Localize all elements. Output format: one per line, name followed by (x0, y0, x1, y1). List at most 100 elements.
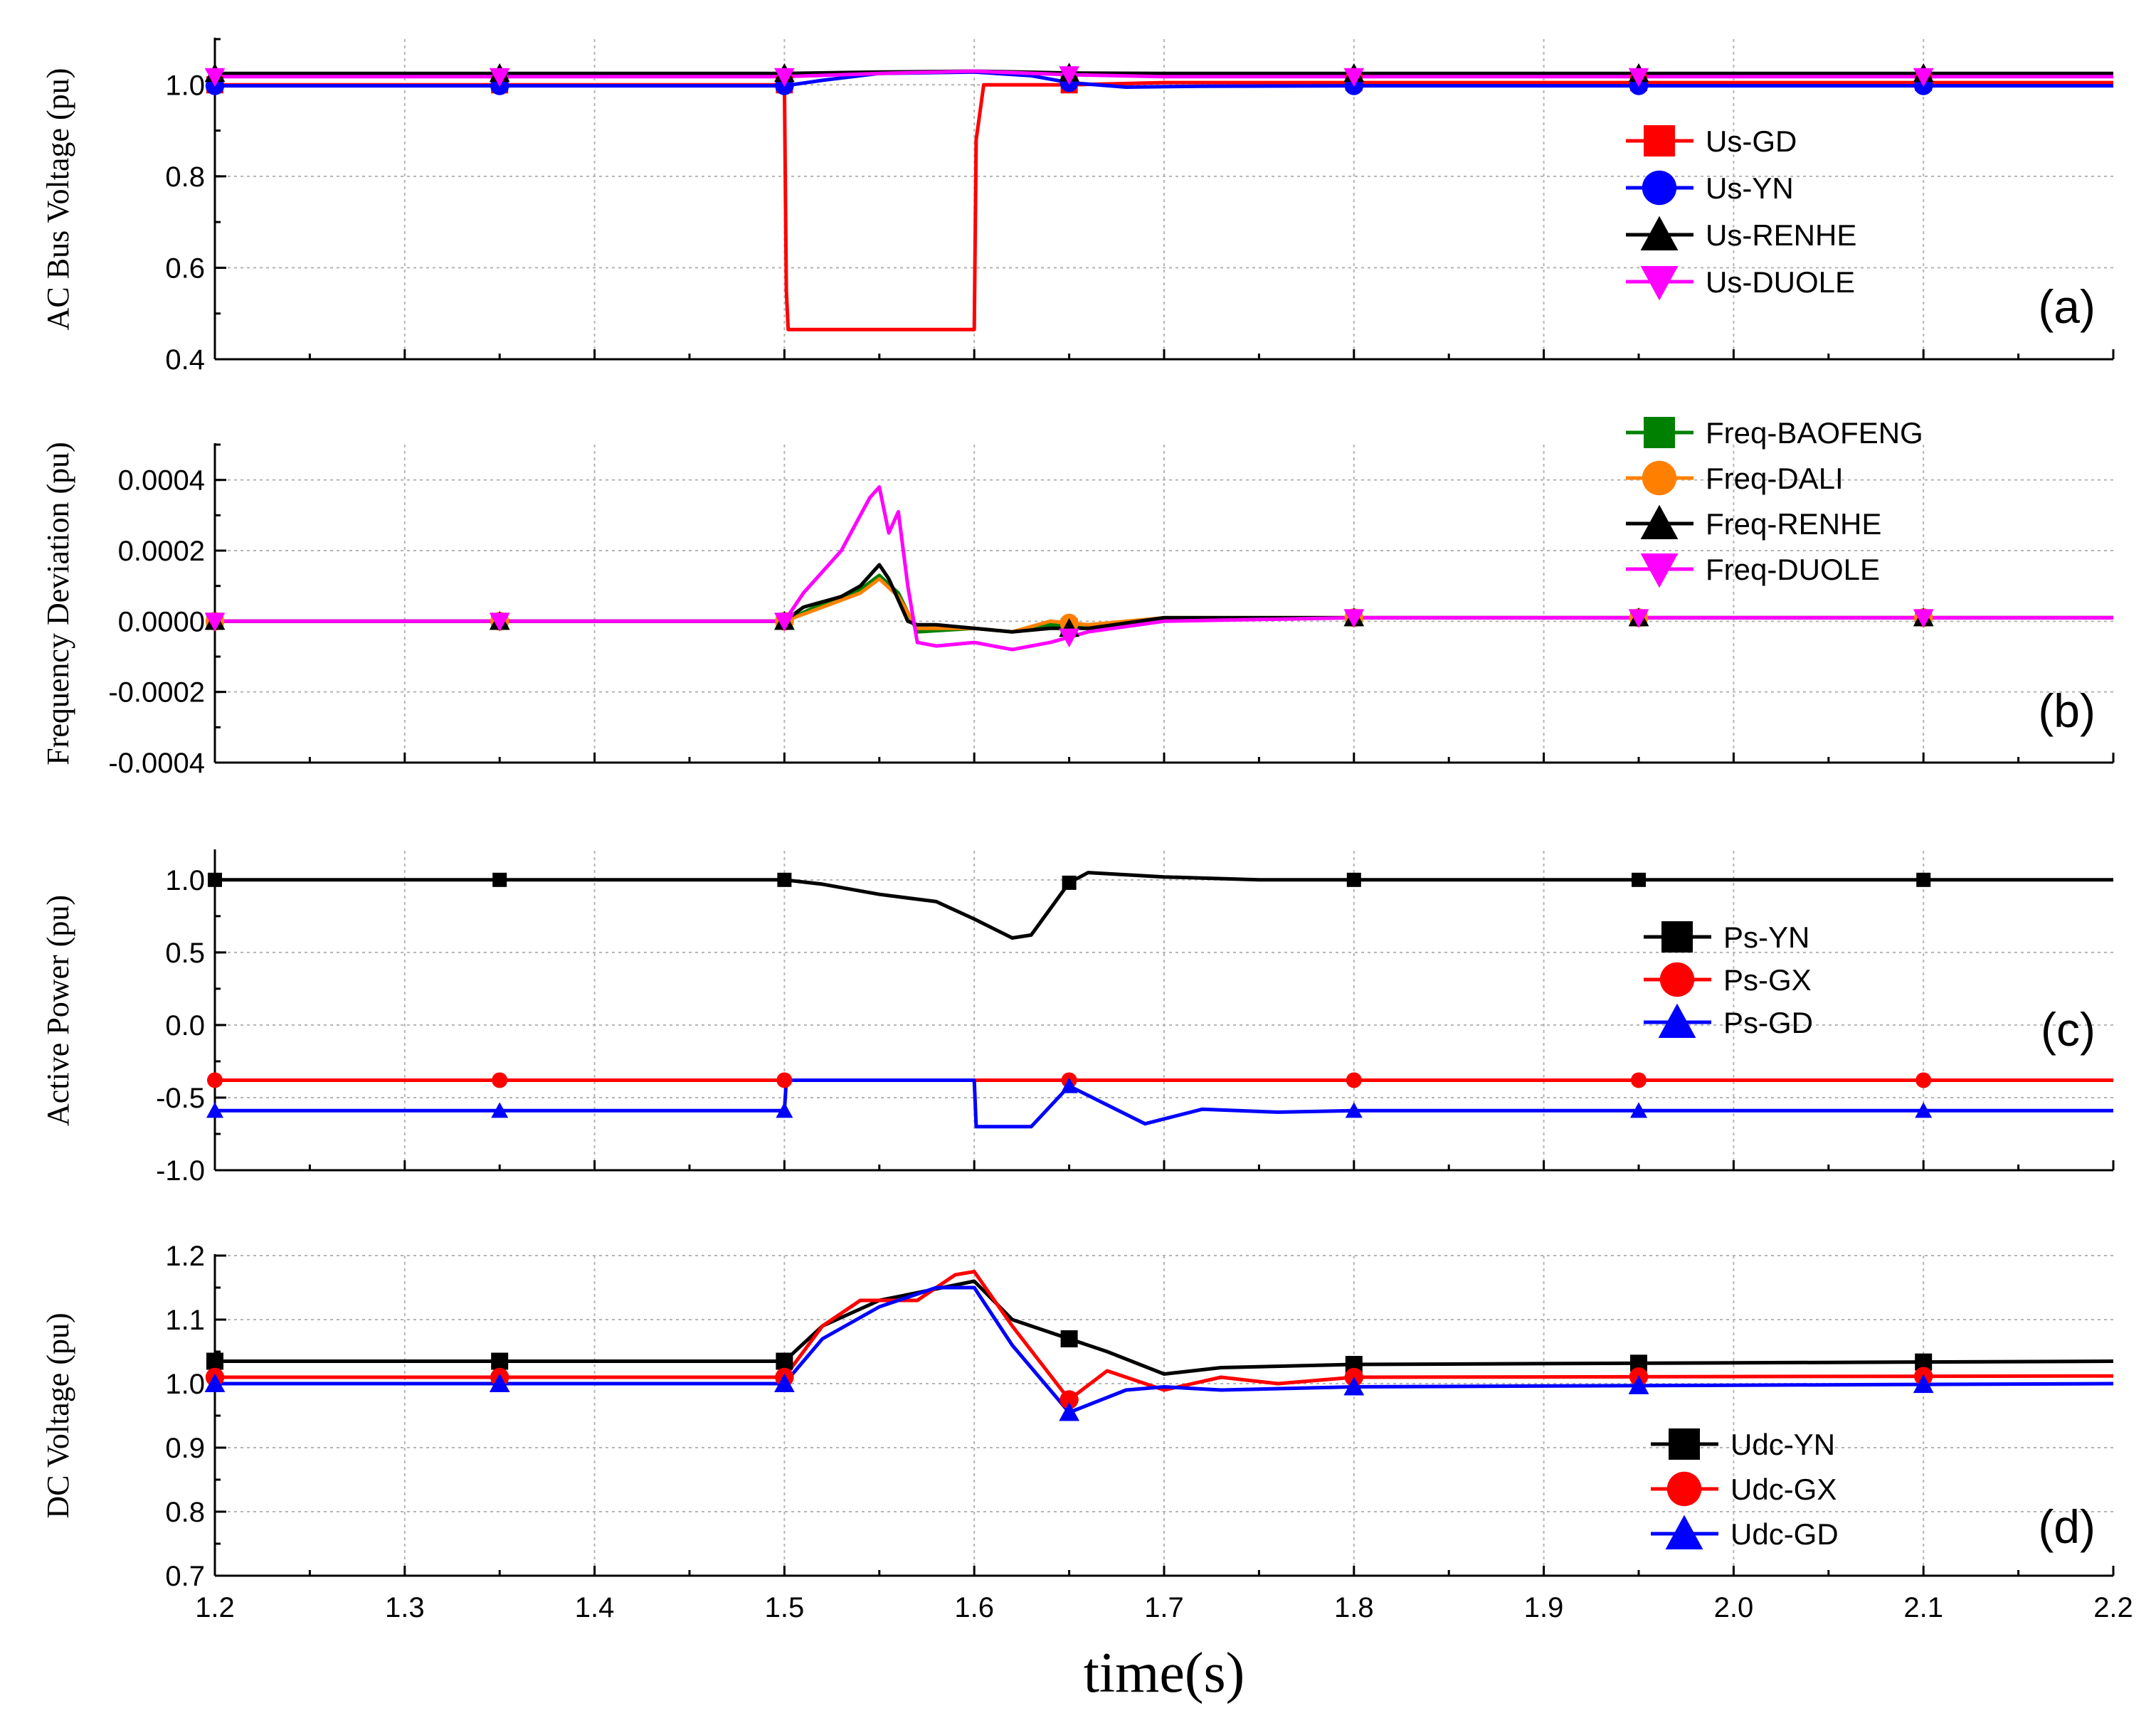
data-point-udc-yn (1060, 1330, 1078, 1347)
data-point-us-duole (1343, 68, 1365, 87)
legend-marker-freq-dali (1642, 460, 1677, 496)
series-line-freq-duole (215, 485, 2113, 652)
panel-label: (b) (2038, 684, 2096, 737)
legend-label: Udc-YN (1730, 1428, 1835, 1461)
x-tick-label: 1.3 (385, 1592, 425, 1623)
data-point-ps-yn (777, 872, 792, 887)
x-tick-label: 2.1 (1903, 1592, 1943, 1623)
y-tick-label: 1.0 (165, 70, 205, 101)
legend-marker-ps-gx (1659, 962, 1695, 997)
y-axis-label: DC Voltage (pu) (41, 1312, 75, 1518)
y-tick-label: 0.6 (165, 253, 205, 284)
data-point-ps-yn (1346, 872, 1361, 887)
x-tick-label: 1.6 (954, 1592, 994, 1623)
data-point-udc-gd (1059, 1402, 1079, 1421)
y-tick-label: -0.0002 (108, 677, 205, 709)
series-line-udc-gx (215, 1270, 2113, 1401)
data-point-us-duole (489, 68, 510, 87)
y-axis-label: AC Bus Voltage (pu) (41, 68, 75, 331)
legend-marker-udc-yn (1669, 1428, 1700, 1460)
data-point-udc-gd (204, 1373, 226, 1392)
data-point-ps-yn (1916, 872, 1931, 887)
chart-panel-2: -0.0004 -0.0002 0.0000 0.0002 0.0004 Freq-BAO… (41, 416, 2115, 779)
legend-label: Us-RENHE (1706, 218, 1856, 252)
x-tick-label: 1.5 (765, 1592, 805, 1623)
data-point-freq-duole (204, 612, 226, 632)
y-tick-label: 1.0 (165, 865, 205, 896)
legend-marker-freq-duole (1640, 553, 1679, 588)
y-tick-label: 1.1 (165, 1305, 205, 1336)
legend-marker-ps-yn (1661, 921, 1693, 953)
y-tick-label: 0.0004 (118, 465, 205, 497)
y-tick-label: -0.5 (156, 1083, 205, 1114)
data-point-ps-yn (492, 872, 507, 887)
chart-panel-3: -1.0 -0.5 0.0 0.5 1.0 Ps-YN Ps-GX Ps-GD (c) Activ… (41, 849, 2115, 1187)
data-point-ps-gd (776, 1102, 793, 1118)
y-tick-label: 0.8 (165, 1497, 205, 1528)
legend-marker-us-renhe (1640, 216, 1679, 250)
data-point-us-duole (774, 68, 795, 87)
data-point-ps-gd (491, 1102, 509, 1118)
legend-marker-udc-gd (1665, 1515, 1703, 1549)
data-point-udc-gx (1059, 1390, 1079, 1409)
data-point-ps-gx (1915, 1072, 1932, 1088)
data-point-ps-gd (1345, 1102, 1363, 1118)
data-point-ps-gx (776, 1072, 793, 1088)
legend-marker-us-duole (1640, 266, 1679, 301)
data-point-freq-duole (774, 612, 795, 632)
data-point-freq-duole (1628, 609, 1649, 628)
data-point-ps-gd (1630, 1102, 1647, 1118)
data-point-udc-gd (774, 1373, 795, 1392)
data-point-ps-yn (1062, 875, 1077, 890)
series-line-freq-renhe (215, 563, 2113, 634)
chart-panel-1: 0.4 0.6 0.8 1.0 Us-GD Us-YN Us-RENHE Us-DUOLE (a… (41, 38, 2115, 376)
legend-label: Udc-GX (1730, 1473, 1837, 1506)
legend-label: Ps-YN (1723, 921, 1809, 954)
y-axis-label: Active Power (pu) (41, 895, 75, 1126)
x-tick-label: 2.2 (2093, 1592, 2133, 1623)
y-tick-label: 0.0002 (118, 536, 205, 567)
legend-label: Us-GD (1706, 124, 1797, 158)
legend-label: Us-DUOLE (1706, 265, 1855, 299)
series-line-ps-yn (215, 871, 2113, 940)
x-axis-label: time(s) (1084, 1642, 1245, 1704)
legend-label: Freq-BAOFENG (1706, 416, 1923, 450)
y-tick-label: 0.8 (165, 161, 205, 193)
data-point-udc-gd (1628, 1375, 1649, 1394)
y-tick-label: 0.4 (165, 344, 205, 376)
y-tick-label: 0.5 (165, 938, 205, 969)
data-point-ps-yn (1632, 872, 1646, 887)
legend-marker-freq-baofeng (1644, 417, 1675, 448)
data-point-freq-duole (1343, 609, 1365, 628)
data-point-udc-yn (206, 1352, 223, 1370)
x-tick-label: 2.0 (1714, 1592, 1754, 1623)
series-group (215, 1270, 2113, 1414)
x-tick-label: 1.7 (1144, 1592, 1184, 1623)
data-point-udc-gd (1343, 1377, 1365, 1396)
legend-label: Udc-GD (1730, 1517, 1839, 1551)
data-point-us-duole (204, 68, 226, 87)
data-point-ps-yn (208, 872, 222, 887)
series-line-us-gd (215, 80, 2113, 332)
chart-panel-4: 1.2 1.3 1.4 1.5 1.6 1.7 1.8 1.9 2.0 2.1 2.2 0.7 0.8 0… (41, 1241, 2133, 1623)
data-point-us-duole (1913, 68, 1934, 87)
panel-label: (d) (2038, 1500, 2096, 1553)
data-point-us-duole (1628, 68, 1649, 87)
legend-marker-ps-gd (1658, 1003, 1696, 1038)
y-tick-label: 1.2 (165, 1241, 205, 1272)
legend-marker-us-gd (1644, 125, 1675, 157)
x-tick-label: 1.4 (575, 1592, 615, 1623)
data-point-freq-duole (1059, 628, 1079, 648)
y-tick-label: -1.0 (156, 1155, 205, 1187)
data-point-ps-gx (207, 1072, 223, 1088)
data-point-ps-gd (206, 1102, 223, 1118)
y-tick-label: 0.0000 (118, 606, 205, 637)
x-tick-label: 1.9 (1524, 1592, 1564, 1623)
legend-label: Ps-GD (1723, 1006, 1813, 1039)
data-point-freq-duole (489, 612, 510, 632)
data-point-us-duole (1059, 66, 1079, 85)
y-tick-label: 0.9 (165, 1433, 205, 1464)
y-tick-label: 1.0 (165, 1369, 205, 1400)
legend-marker-udc-gx (1666, 1471, 1702, 1507)
